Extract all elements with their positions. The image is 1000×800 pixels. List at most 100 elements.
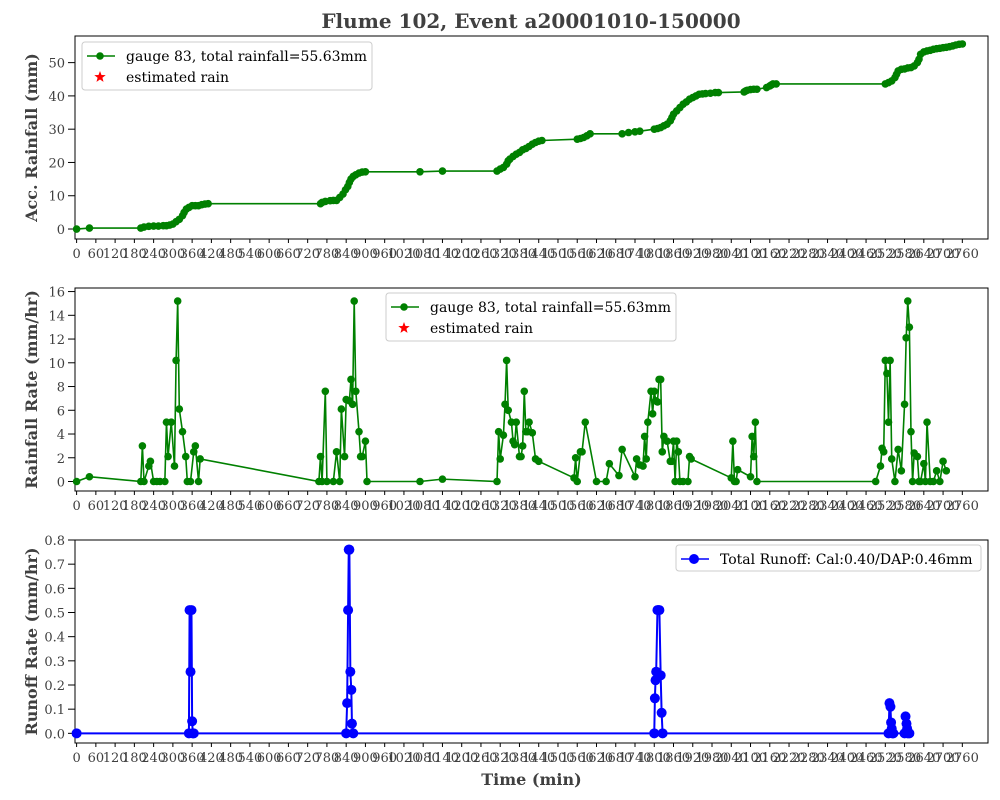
- series-line: [76, 548, 910, 735]
- x-tick-label: 1920: [676, 751, 709, 766]
- data-point: [525, 418, 533, 426]
- data-point: [517, 452, 525, 461]
- x-tick-label: 1560: [561, 499, 594, 514]
- x-tick-label: 1080: [407, 499, 440, 514]
- data-point: [332, 448, 341, 456]
- x-tick-label: 2460: [850, 499, 883, 514]
- data-point: [146, 457, 155, 466]
- data-point: [140, 477, 148, 486]
- data-point: [504, 406, 513, 415]
- x-tick-label: 120: [103, 751, 128, 766]
- x-tick-label: 2700: [927, 499, 960, 514]
- data-point: [493, 477, 501, 486]
- x-tick-label: 960: [372, 499, 397, 514]
- x-tick-label: 1860: [657, 499, 690, 514]
- x-tick-label: 2580: [888, 499, 921, 514]
- data-point: [897, 467, 906, 475]
- data-point: [672, 437, 681, 445]
- x-tick-label: 900: [353, 751, 378, 766]
- data-point: [528, 429, 537, 437]
- legend-box: [675, 544, 982, 572]
- x-tick-label: 660: [276, 751, 301, 766]
- data-point: [656, 707, 667, 718]
- y-tick-label: 14: [48, 309, 65, 324]
- data-point: [642, 455, 651, 463]
- data-point: [345, 666, 356, 677]
- x-tick-label: 240: [141, 247, 166, 262]
- data-point: [656, 375, 665, 384]
- legend: gauge 83, total rainfall=55.63mm estimate…: [81, 41, 373, 91]
- x-tick-label: 1860: [657, 247, 690, 262]
- x-tick-label: 1920: [676, 499, 709, 514]
- x-tick-label: 540: [237, 247, 262, 262]
- x-tick-label: 2340: [811, 247, 844, 262]
- y-tick-label: 0.5: [44, 607, 65, 622]
- data-point: [655, 670, 666, 681]
- x-tick-label: 2220: [772, 499, 805, 514]
- y-tick-label: 2: [57, 452, 65, 467]
- data-point: [361, 437, 370, 445]
- data-point: [335, 477, 344, 486]
- data-point: [340, 452, 349, 461]
- y-tick-label: 16: [48, 286, 65, 301]
- x-tick-label: 2520: [869, 751, 902, 766]
- x-tick-label: 1200: [445, 247, 478, 262]
- data-point: [640, 432, 649, 441]
- x-tick-label: 240: [141, 499, 166, 514]
- x-tick-label: 1680: [599, 751, 632, 766]
- x-tick-label: 420: [199, 247, 224, 262]
- legend-star-marker: [398, 322, 410, 333]
- data-point: [649, 728, 660, 739]
- x-tick-label: 2340: [811, 751, 844, 766]
- data-point: [72, 477, 81, 486]
- x-tick-label: 2520: [869, 499, 902, 514]
- data-point: [884, 418, 893, 426]
- x-tick-label: 840: [334, 499, 359, 514]
- y-tick-label: 0.7: [44, 558, 65, 573]
- x-tick-label: 1440: [522, 499, 555, 514]
- y-tick-label: 0.1: [44, 703, 65, 718]
- x-tick-label: 2220: [772, 751, 805, 766]
- x-tick-label: 120: [103, 247, 128, 262]
- data-point: [891, 477, 899, 486]
- data-point: [347, 375, 355, 384]
- legend-entry: gauge 83, total rainfall=55.63mm: [430, 300, 671, 316]
- data-point: [753, 85, 761, 94]
- plot-frame: [74, 35, 989, 240]
- data-point: [649, 693, 660, 704]
- x-tick-label: 480: [218, 751, 243, 766]
- data-point: [204, 199, 212, 208]
- x-tick-label: 420: [199, 751, 224, 766]
- data-point: [520, 387, 529, 396]
- data-point: [337, 405, 346, 413]
- data-point: [876, 462, 885, 470]
- x-tick-label: 2040: [715, 499, 748, 514]
- data-point: [161, 477, 169, 486]
- x-tick-label: 2280: [792, 247, 825, 262]
- x-tick-label: 420: [199, 499, 224, 514]
- data-point: [650, 387, 659, 396]
- legend-box: [385, 292, 677, 342]
- y-tick-label: 8: [57, 381, 65, 396]
- data-point: [907, 427, 915, 436]
- x-tick-label: 600: [257, 499, 282, 514]
- data-point: [936, 477, 944, 486]
- data-point: [501, 400, 509, 409]
- y-axis-label: Acc. Rainfall (mm): [22, 53, 41, 223]
- data-point: [416, 477, 424, 486]
- data-point: [632, 455, 641, 463]
- data-point: [644, 418, 652, 426]
- data-point: [350, 297, 359, 305]
- x-tick-label: 2460: [850, 247, 883, 262]
- x-tick-label: 2160: [753, 751, 786, 766]
- data-point: [571, 453, 580, 462]
- x-tick-label: 720: [295, 751, 320, 766]
- data-point: [172, 356, 180, 365]
- data-point: [887, 455, 896, 463]
- data-point: [534, 457, 543, 466]
- x-tick-label: 1740: [618, 247, 651, 262]
- x-tick-label: 360: [180, 499, 205, 514]
- x-tick-label: 180: [122, 247, 147, 262]
- x-tick-label: 60: [88, 751, 105, 766]
- x-tick-label: 1680: [599, 247, 632, 262]
